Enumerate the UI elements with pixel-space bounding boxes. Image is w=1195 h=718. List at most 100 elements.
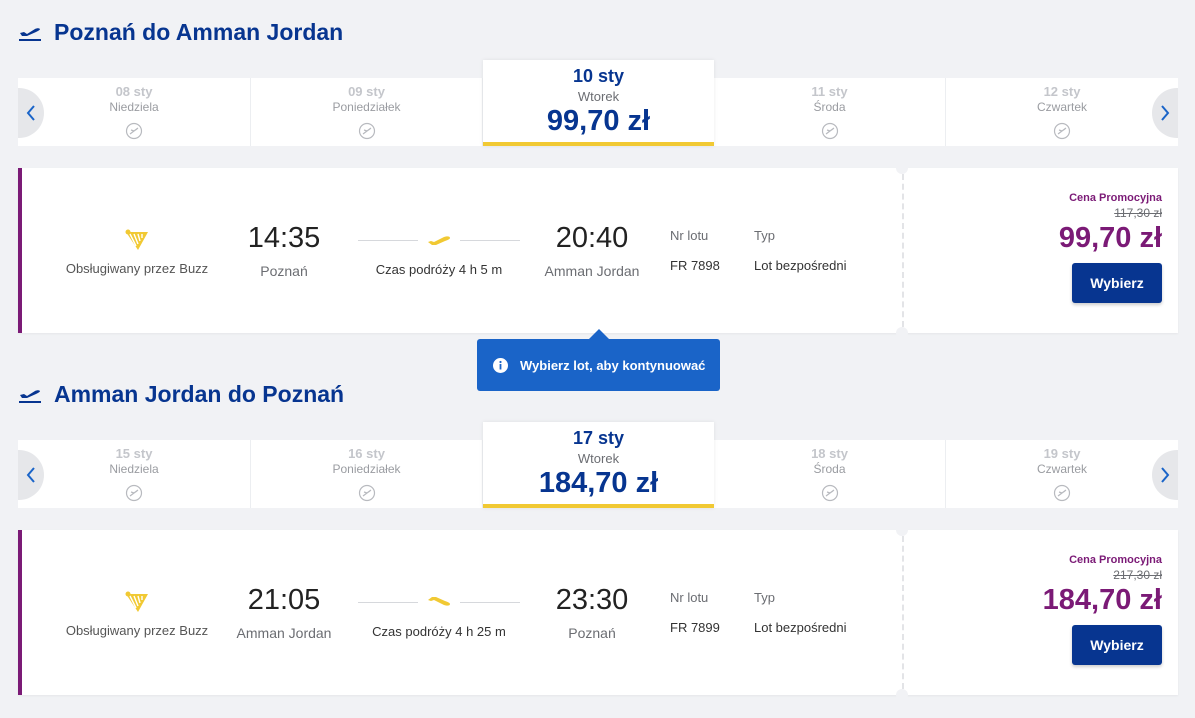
flight-number-info: Nr lotu FR 7898 [670, 228, 720, 273]
tooltip-text: Wybierz lot, aby kontynuować [520, 357, 706, 373]
plane-icon [428, 236, 450, 245]
outbound-date-option[interactable]: 12 sty Czwartek [946, 78, 1178, 146]
weekday-label: Niedziela [109, 100, 159, 114]
arrival-time: 23:30 [555, 584, 629, 616]
no-flight-icon [821, 122, 838, 140]
departure-time: 21:05 [247, 584, 321, 616]
weekday-label: Czwartek [1036, 100, 1087, 114]
selected-date-price: 184,70 zł [538, 467, 659, 499]
duration-info: Czas podróży 4 h 25 m [354, 592, 524, 639]
weekday-label: Czwartek [1036, 462, 1087, 476]
date-label: 08 sty [115, 84, 153, 99]
outbound-flight-card: Obsługiwany przez Buzz 14:35 Poznań Czas… [18, 162, 1178, 339]
harp-logo-icon [125, 591, 148, 612]
selected-weekday-label: Wtorek [577, 451, 620, 466]
outbound-date-option[interactable]: 09 sty Poniedziałek [251, 78, 483, 146]
outbound-date-option[interactable]: 11 sty Środa [714, 78, 946, 146]
duration-label: Czas podróży 4 h 25 m [372, 624, 506, 639]
date-label: 18 sty [811, 446, 848, 461]
price-box: Cena Promocyjna 217,30 zł 184,70 zł Wybi… [1043, 554, 1162, 665]
flight-type-info: Typ Lot bezpośredni [754, 228, 847, 273]
current-price: 184,70 zł [1042, 584, 1162, 616]
date-label: 16 sty [348, 446, 385, 461]
outbound-date-option[interactable]: 08 sty Niedziela [18, 78, 251, 146]
flight-type-label: Typ [754, 228, 775, 243]
arrival-time: 20:40 [555, 222, 629, 254]
weekday-label: Poniedziałek [332, 100, 401, 114]
duration-label: Czas podróży 4 h 5 m [375, 262, 503, 277]
return-date-strip: 15 sty Niedziela 16 sty Poniedziałek 18 … [18, 422, 1178, 508]
operator-info: Obsługiwany przez Buzz [52, 228, 222, 276]
plane-icon [428, 597, 450, 606]
select-return-button[interactable]: Wybierz [1072, 625, 1162, 665]
flight-number-info: Nr lotu FR 7899 [670, 590, 720, 635]
price-box: Cena Promocyjna 117,30 zł 99,70 zł Wybie… [1059, 192, 1162, 303]
no-flight-icon [1053, 122, 1071, 140]
duration-info: Czas podróży 4 h 5 m [354, 230, 524, 277]
plane-takeoff-icon [19, 390, 41, 403]
card-notch [896, 689, 908, 701]
departure-time: 14:35 [247, 222, 321, 254]
card-divider [902, 174, 904, 327]
outbound-selected-date[interactable]: 10 sty Wtorek 99,70 zł [483, 60, 714, 146]
chevron-left-icon [26, 467, 35, 483]
chevron-right-icon [1161, 467, 1170, 483]
card-notch [896, 524, 908, 536]
harp-logo-icon [125, 229, 148, 250]
operator-info: Obsługiwany przez Buzz [52, 590, 222, 638]
arrival-city: Amman Jordan [544, 263, 640, 279]
no-flight-icon [358, 122, 375, 140]
weekday-label: Poniedziałek [332, 462, 401, 476]
weekday-label: Środa [813, 100, 846, 114]
return-selected-date[interactable]: 17 sty Wtorek 184,70 zł [483, 422, 714, 508]
promo-label: Cena Promocyjna [1069, 192, 1162, 204]
chevron-right-icon [1161, 105, 1170, 121]
departure-info: 14:35 Poznań [214, 222, 354, 279]
return-title: Amman Jordan do Poznań [54, 380, 345, 407]
return-date-option[interactable]: 15 sty Niedziela [18, 440, 251, 508]
flight-type-label: Typ [754, 590, 775, 605]
card-notch [896, 162, 908, 174]
selected-date-label: 17 sty [572, 428, 625, 448]
return-date-option[interactable]: 16 sty Poniedziałek [251, 440, 483, 508]
chevron-left-icon [26, 105, 35, 121]
operator-label: Obsługiwany przez Buzz [65, 261, 209, 276]
flight-number: FR 7898 [670, 258, 720, 273]
departure-city: Amman Jordan [236, 625, 332, 641]
no-flight-icon [358, 484, 375, 502]
departure-info: 21:05 Amman Jordan [214, 584, 354, 641]
card-notch [896, 327, 908, 339]
return-header: Amman Jordan do Poznań [18, 380, 344, 408]
flight-type: Lot bezpośredni [754, 258, 847, 273]
outbound-header: Poznań do Amman Jordan [18, 18, 343, 46]
old-price: 217,30 zł [1113, 568, 1162, 582]
departure-city: Poznań [260, 263, 308, 279]
info-icon [493, 357, 508, 373]
return-date-option[interactable]: 18 sty Środa [714, 440, 946, 508]
selected-date-label: 10 sty [572, 66, 625, 86]
return-flight-card: Obsługiwany przez Buzz 21:05 Amman Jorda… [18, 524, 1178, 701]
arrival-city: Poznań [568, 625, 616, 641]
card-divider [902, 536, 904, 689]
no-flight-icon [125, 122, 143, 140]
weekday-label: Środa [813, 462, 846, 476]
old-price: 117,30 zł [1114, 206, 1162, 220]
no-flight-icon [1053, 484, 1071, 502]
current-price: 99,70 zł [1058, 222, 1162, 254]
plane-takeoff-icon [19, 28, 41, 41]
flight-type-info: Typ Lot bezpośredni [754, 590, 847, 635]
date-label: 09 sty [348, 84, 385, 99]
operator-label: Obsługiwany przez Buzz [65, 623, 209, 638]
select-flight-tooltip: Wybierz lot, aby kontynuować [477, 329, 720, 391]
return-date-option[interactable]: 19 sty Czwartek [946, 440, 1178, 508]
arrival-info: 23:30 Poznań [522, 584, 662, 641]
no-flight-icon [125, 484, 143, 502]
selected-weekday-label: Wtorek [577, 89, 620, 104]
promo-label: Cena Promocyjna [1069, 554, 1162, 566]
select-outbound-button[interactable]: Wybierz [1072, 263, 1162, 303]
no-flight-icon [821, 484, 838, 502]
flight-type: Lot bezpośredni [754, 620, 847, 635]
outbound-title: Poznań do Amman Jordan [54, 18, 344, 45]
flight-number-label: Nr lotu [670, 228, 709, 243]
date-label: 19 sty [1043, 446, 1081, 461]
